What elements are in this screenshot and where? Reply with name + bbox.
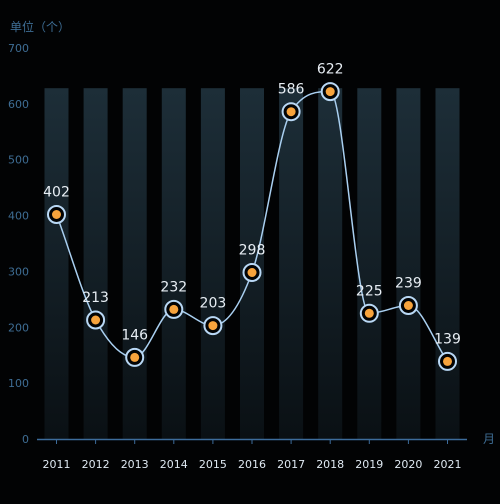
x-tick-label: 2011 bbox=[43, 458, 71, 471]
data-point bbox=[125, 347, 145, 367]
y-tick-label: 0 bbox=[22, 433, 29, 446]
background-bar bbox=[83, 88, 108, 439]
background-bar bbox=[279, 88, 304, 439]
data-label: 225 bbox=[356, 283, 383, 299]
data-point-dot bbox=[208, 321, 218, 331]
data-point-dot bbox=[364, 308, 374, 318]
background-bar bbox=[122, 88, 147, 439]
data-point bbox=[47, 205, 66, 224]
data-label: 239 bbox=[395, 276, 422, 292]
x-axis-unit-label: 月 bbox=[483, 432, 495, 446]
background-bar bbox=[435, 88, 460, 439]
y-tick-label: 100 bbox=[8, 377, 29, 390]
background-bar bbox=[357, 88, 382, 439]
data-point bbox=[398, 296, 418, 315]
data-point bbox=[438, 351, 457, 371]
x-tick-label: 2020 bbox=[394, 458, 422, 471]
data-label: 203 bbox=[200, 296, 227, 312]
data-labels: 402 213 146 232 203 298 586 622 225 239 139 bbox=[43, 62, 461, 348]
y-axis-unit-label: 单位（个） bbox=[10, 19, 70, 34]
data-point-dot bbox=[443, 356, 452, 366]
x-tick-label: 2021 bbox=[434, 458, 462, 471]
data-point bbox=[242, 263, 262, 282]
x-tick-label: 2019 bbox=[355, 458, 383, 471]
data-point bbox=[164, 299, 184, 319]
x-tick-label: 2015 bbox=[199, 458, 227, 471]
data-points bbox=[47, 82, 457, 371]
data-point-dot bbox=[91, 315, 101, 325]
data-point-dot bbox=[247, 268, 257, 277]
data-point-dot bbox=[286, 107, 296, 117]
data-label: 402 bbox=[43, 185, 70, 201]
data-point-dot bbox=[130, 352, 140, 362]
data-point bbox=[86, 310, 106, 330]
y-tick-label: 400 bbox=[8, 210, 29, 223]
data-point bbox=[203, 316, 223, 336]
axes: 单位（个） 月 0 100 200 300 400 500 600 700 2011 2012 20… bbox=[8, 19, 495, 471]
data-point-dot bbox=[169, 304, 179, 314]
background-bar bbox=[44, 88, 69, 439]
data-point bbox=[359, 303, 379, 323]
y-tick-label: 600 bbox=[8, 98, 29, 111]
data-label: 298 bbox=[239, 243, 266, 259]
y-tick-label: 500 bbox=[8, 154, 29, 167]
data-point-dot bbox=[52, 210, 61, 219]
x-tick-label: 2013 bbox=[121, 458, 149, 471]
data-label: 622 bbox=[317, 62, 344, 78]
data-point bbox=[320, 82, 340, 102]
data-point-dot bbox=[325, 87, 335, 97]
data-label: 146 bbox=[121, 327, 148, 343]
x-tick-label: 2016 bbox=[238, 458, 266, 471]
y-tick-label: 700 bbox=[8, 42, 29, 55]
data-point bbox=[281, 102, 301, 122]
data-label: 586 bbox=[278, 82, 305, 98]
x-tick-label: 2012 bbox=[82, 458, 110, 471]
data-label: 232 bbox=[160, 279, 187, 295]
x-tick-label: 2014 bbox=[160, 458, 188, 471]
y-tick-label: 200 bbox=[8, 321, 29, 334]
x-tick-label: 2018 bbox=[316, 458, 344, 471]
background-bar bbox=[318, 88, 343, 439]
data-point-dot bbox=[403, 301, 413, 310]
background-bars bbox=[44, 88, 460, 439]
x-tick-label: 2017 bbox=[277, 458, 305, 471]
background-bar bbox=[161, 88, 186, 439]
data-label: 139 bbox=[434, 331, 461, 347]
background-bar bbox=[396, 88, 421, 439]
y-tick-label: 300 bbox=[8, 265, 29, 278]
data-label: 213 bbox=[82, 290, 109, 306]
background-bar bbox=[200, 88, 225, 439]
